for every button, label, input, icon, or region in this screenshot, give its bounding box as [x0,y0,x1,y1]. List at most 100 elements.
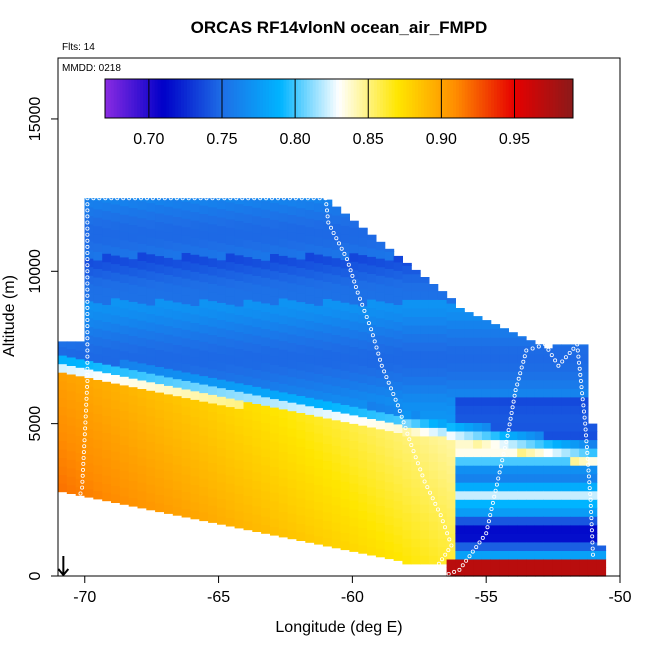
heatmap-cell [111,383,121,393]
heatmap-cell [446,439,456,449]
heatmap-cell [128,454,139,464]
heatmap-cell [58,341,68,348]
heatmap-cell [375,522,386,532]
heatmap-cell [234,203,244,213]
track-point [581,403,586,408]
heatmap-cell [375,403,386,413]
heatmap-cell [526,490,536,500]
heatmap-cell [172,344,183,354]
heatmap-cell [420,418,430,428]
heatmap-cell [331,308,342,318]
heatmap-cell [190,203,200,213]
heatmap-cell [305,380,315,390]
heatmap-cell [340,472,350,482]
heatmap-cell [225,508,236,518]
heatmap-cell [243,478,253,488]
colorbar-segment [230,79,235,118]
heatmap-cell [358,382,368,392]
heatmap-cell [199,349,209,359]
heatmap-cell [66,365,77,375]
heatmap-cell [270,466,280,476]
heatmap-cell [367,324,377,334]
heatmap-cell [128,326,139,336]
heatmap-cell [137,269,147,279]
colorbar-segment [239,79,243,118]
heatmap-cell [481,567,492,577]
heatmap-cell [137,448,147,458]
heatmap-cell [517,396,527,406]
heatmap-cell [508,354,518,364]
track-point [204,196,209,201]
heatmap-cell [111,451,121,461]
heatmap-cell [402,359,412,369]
heatmap-cell [217,208,227,218]
track-point [384,375,389,380]
heatmap-cell [455,533,465,543]
heatmap-cell [384,277,395,287]
heatmap-cell [552,558,562,568]
heatmap-cell [261,234,271,244]
heatmap-cell [252,258,262,268]
heatmap-cell [358,408,368,418]
heatmap-cell [393,492,403,502]
heatmap-cell [181,499,191,509]
heatmap-cell [384,498,395,508]
heatmap-cell [322,281,333,291]
heatmap-cell [349,295,359,305]
heatmap-cell [305,388,315,398]
heatmap-cell [490,567,501,577]
heatmap-cell [499,465,509,475]
heatmap-cell [181,337,191,347]
colorbar-segment [213,79,217,118]
track-point [264,196,269,201]
heatmap-cell [287,214,297,224]
heatmap-cell [543,448,554,458]
track-point [438,513,443,518]
track-point [583,427,588,432]
colorbar-segment [470,79,475,118]
heatmap-cell [155,392,165,402]
heatmap-cell [199,358,209,368]
heatmap-cell [243,418,253,428]
heatmap-cell [66,391,77,401]
heatmap-cell [543,482,554,492]
heatmap-cell [119,495,130,505]
heatmap-cell [181,295,191,305]
heatmap-cell [270,526,280,536]
heatmap-cell [499,362,509,372]
track-point [425,485,430,490]
heatmap-cell [137,226,147,236]
track-point [427,490,432,495]
colorbar-segment [540,79,545,118]
track-point [73,509,78,514]
heatmap-cell [411,282,421,292]
heatmap-cell [420,342,430,352]
heatmap-cell [278,502,289,512]
heatmap-cell [252,275,262,285]
track-point [586,474,591,479]
heatmap-cell [420,290,430,300]
heatmap-cell [322,503,333,513]
heatmap-cell [517,371,527,381]
heatmap-cell [217,310,227,320]
heatmap-cell [508,507,518,517]
heatmap-cell [473,379,483,389]
heatmap-cell [164,436,174,446]
heatmap-cell [252,403,262,413]
heatmap-cell [561,456,571,466]
heatmap-cell [287,470,297,480]
heatmap-cell [270,321,280,331]
heatmap-cell [358,433,368,443]
track-point [85,244,90,249]
heatmap-cell [111,198,121,205]
heatmap-cell [455,490,465,500]
heatmap-cell [137,354,147,364]
colorbar-segment [198,79,203,118]
heatmap-cell [278,443,289,453]
heatmap-cell [499,533,509,543]
heatmap-cell [349,346,359,356]
colorbar-segment [505,79,510,118]
heatmap-cell [322,375,333,385]
heatmap-cell [102,406,112,416]
heatmap-cell [155,264,165,274]
